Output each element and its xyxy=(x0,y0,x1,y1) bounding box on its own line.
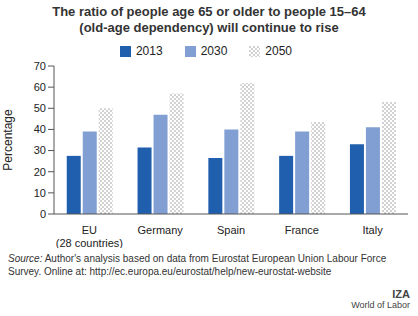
svg-text:30: 30 xyxy=(34,144,46,156)
svg-text:20: 20 xyxy=(34,166,46,178)
html-text:2050: 2050 xyxy=(265,44,292,58)
svg-text:France: France xyxy=(285,224,319,236)
svg-text:Italy: Italy xyxy=(363,224,384,236)
svg-text:60: 60 xyxy=(34,81,46,93)
html-text:World of Labor: World of Labor xyxy=(351,300,410,310)
svg-text:70: 70 xyxy=(34,60,46,72)
html-text:2030: 2030 xyxy=(200,44,228,58)
svg-text:Spain: Spain xyxy=(217,224,245,236)
svg-text:EU(28 countries): EU(28 countries) xyxy=(56,224,123,248)
html-text:Source: Author's analysis base: Source: Author's analysis based on data … xyxy=(8,253,387,277)
html-text:IZA: IZA xyxy=(392,288,410,300)
html-text:The ratio of people age 65 or: The ratio of people age 65 or older to p… xyxy=(52,4,366,35)
svg-text:Germany: Germany xyxy=(138,224,184,236)
html-text:2013: 2013 xyxy=(135,44,163,58)
svg-text:0: 0 xyxy=(40,208,46,220)
svg-text:40: 40 xyxy=(34,123,46,135)
svg-text:10: 10 xyxy=(34,187,46,199)
svg-text:Percentage: Percentage xyxy=(8,109,15,171)
svg-text:50: 50 xyxy=(34,102,46,114)
